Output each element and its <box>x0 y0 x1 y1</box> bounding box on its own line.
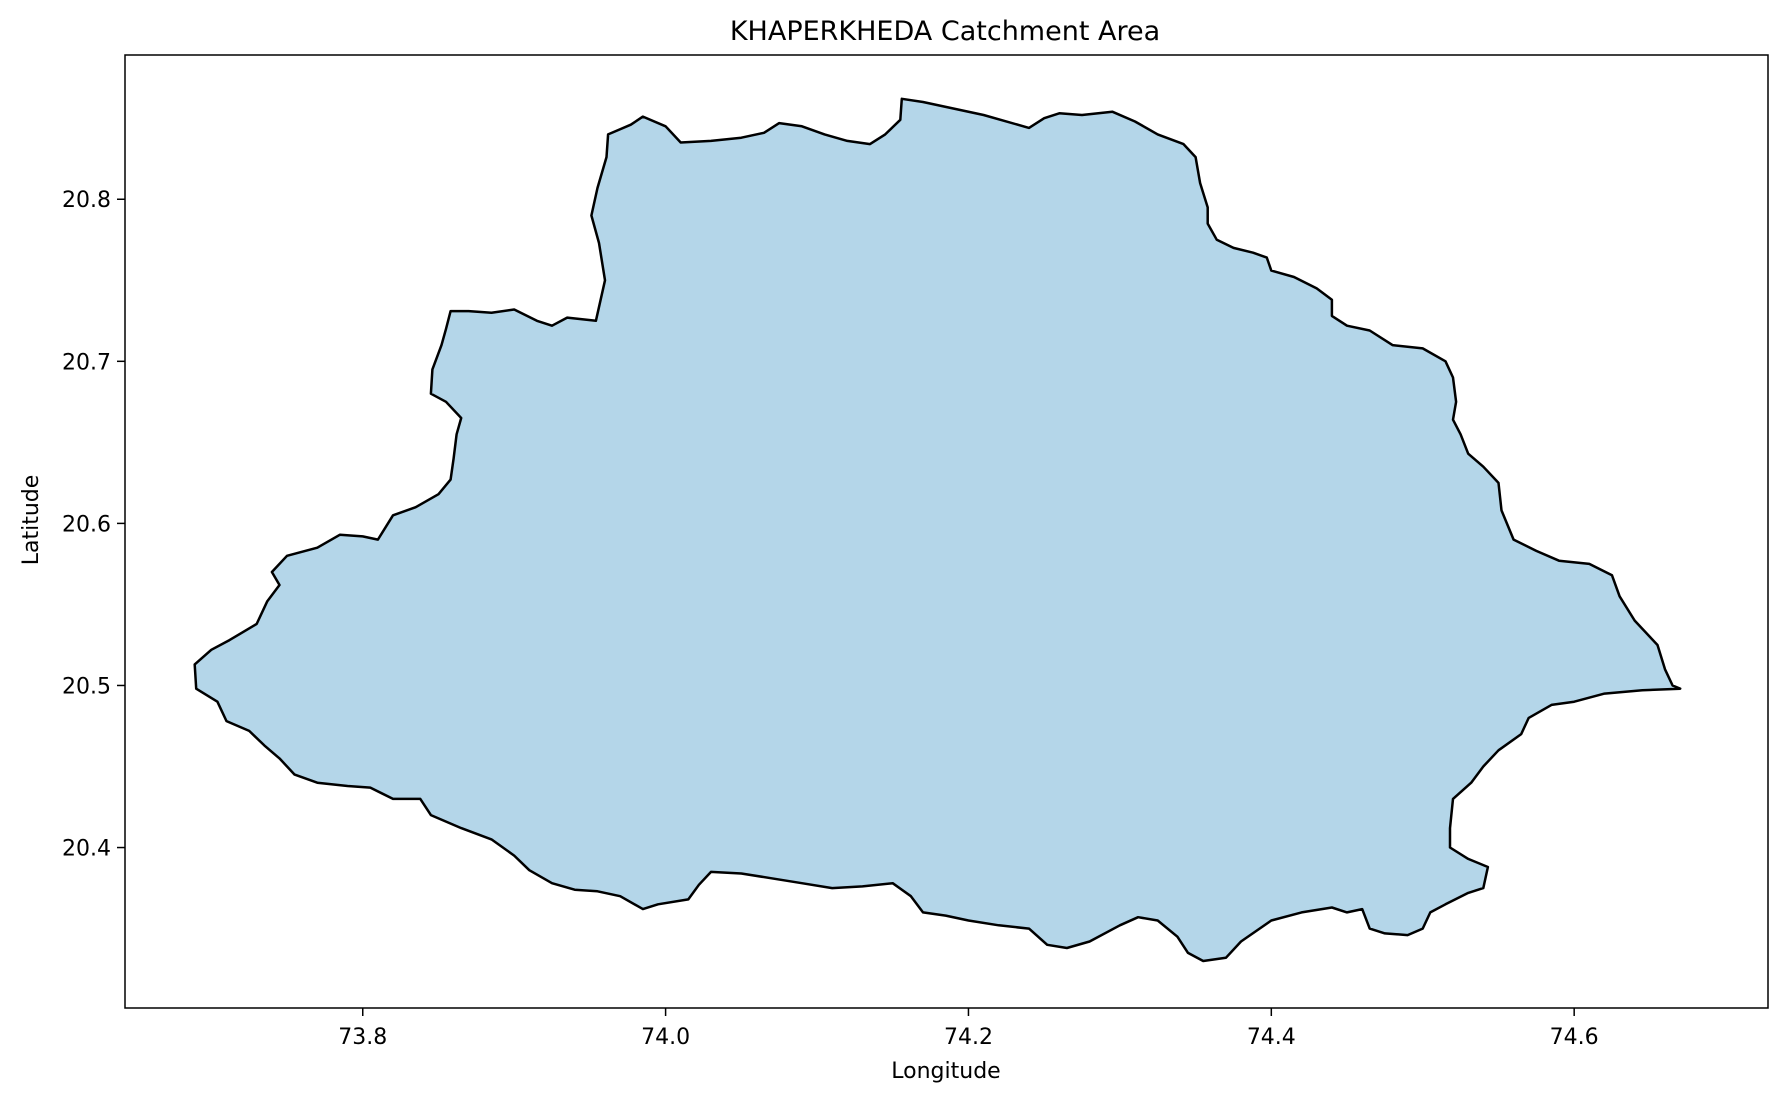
x-tick-label: 73.8 <box>338 1025 387 1050</box>
chart-title: KHAPERKHEDA Catchment Area <box>730 16 1160 47</box>
y-axis-ticks: 20.4 20.5 20.6 20.7 20.8 <box>62 188 125 862</box>
x-tick-label: 74.2 <box>944 1025 993 1050</box>
plot-area <box>193 97 1682 963</box>
x-tick-label: 74.4 <box>1247 1025 1296 1050</box>
x-axis-ticks: 73.8 74.0 74.2 74.4 74.6 <box>338 1008 1599 1050</box>
y-tick-label: 20.8 <box>62 188 111 213</box>
y-tick-label: 20.6 <box>62 512 111 537</box>
axes-frame <box>124 54 1769 1009</box>
y-axis-label: Latitude <box>19 475 44 566</box>
y-tick-label: 20.4 <box>62 837 111 862</box>
y-tick-label: 20.5 <box>62 674 111 699</box>
x-tick-label: 74.6 <box>1550 1025 1599 1050</box>
x-axis-label: Longitude <box>891 1059 1000 1084</box>
y-tick-label: 20.7 <box>62 350 111 375</box>
catchment-polygon <box>193 97 1682 963</box>
x-tick-label: 74.0 <box>641 1025 690 1050</box>
